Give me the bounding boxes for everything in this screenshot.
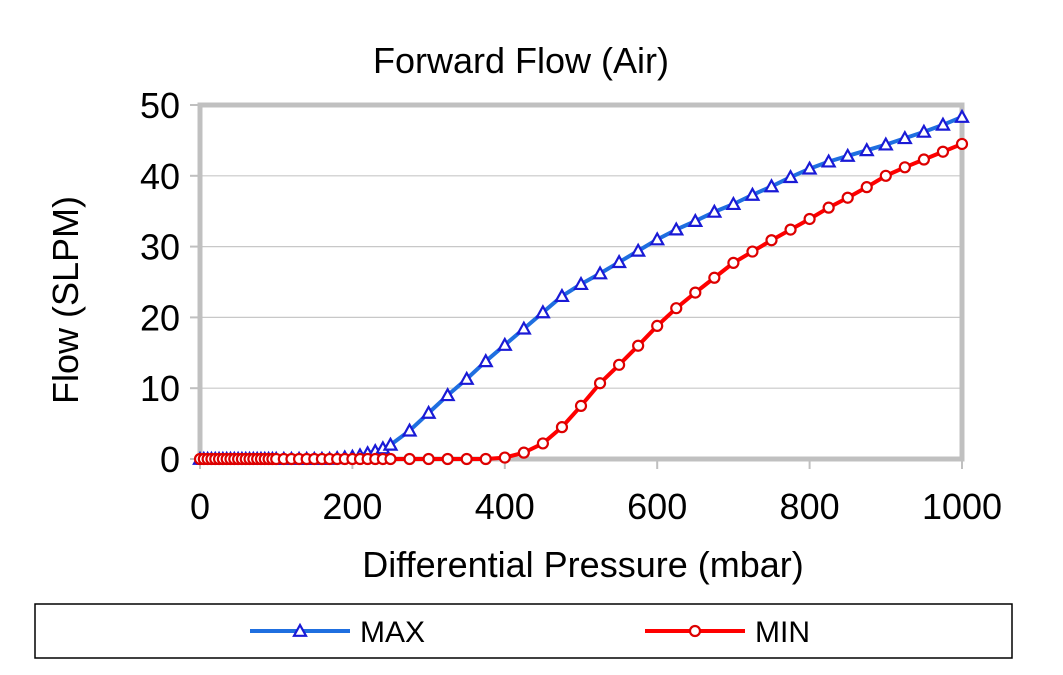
data-point-min — [574, 399, 588, 412]
y-axis-ticks: 0 10 20 30 40 50 — [140, 85, 200, 480]
y-tick-label: 50 — [140, 85, 180, 126]
data-point-max — [916, 123, 932, 138]
data-point-min — [822, 201, 835, 214]
data-point-min — [727, 256, 740, 269]
x-tick-label: 0 — [190, 486, 210, 527]
data-point-min — [460, 452, 473, 466]
data-point-max — [573, 275, 589, 291]
data-point-max — [649, 231, 666, 246]
data-point-max — [839, 147, 856, 162]
legend-box — [34, 603, 1013, 659]
data-point-min — [632, 339, 645, 352]
y-tick-label: 20 — [140, 297, 180, 338]
data-point-min — [860, 181, 873, 194]
data-point-min — [612, 358, 626, 371]
data-point-min — [517, 446, 530, 459]
data-point-max — [820, 153, 837, 168]
legend-item-max: MAX — [250, 616, 425, 649]
data-point-max — [782, 168, 799, 184]
data-point-min — [536, 437, 550, 450]
data-point-max — [611, 253, 627, 269]
data-point-max — [439, 387, 456, 402]
data-point-min — [670, 302, 683, 315]
data-point-max — [706, 203, 723, 218]
x-tick-label: 200 — [322, 486, 382, 527]
data-point-max — [858, 142, 875, 157]
legend-swatch-marker — [688, 624, 702, 638]
data-point-min — [803, 212, 816, 226]
x-tick-label: 600 — [627, 486, 687, 527]
legend-label: MIN — [755, 616, 810, 649]
data-point-max — [744, 186, 761, 201]
data-point-min — [593, 377, 607, 390]
y-axis-label: Flow (SLPM) — [45, 196, 86, 404]
data-point-max — [382, 436, 399, 451]
data-point-min — [746, 245, 759, 258]
data-point-min — [708, 271, 721, 284]
data-point-min — [955, 137, 969, 151]
data-point-max — [515, 320, 532, 335]
data-point-min — [555, 421, 569, 434]
y-tick-label: 10 — [140, 368, 180, 409]
data-point-min — [498, 451, 511, 464]
legend-swatch-marker — [292, 622, 308, 637]
data-point-max — [496, 336, 513, 351]
data-point-max — [801, 160, 818, 175]
data-point-min — [784, 223, 797, 236]
x-tick-label: 1000 — [922, 486, 1002, 527]
data-point-max — [954, 108, 970, 123]
gridlines — [200, 175, 962, 389]
data-point-max — [763, 178, 780, 193]
legend: MAX MIN — [34, 603, 1013, 659]
data-point-min — [479, 452, 492, 466]
legend-item-min: MIN — [645, 616, 810, 649]
data-point-max — [554, 287, 570, 303]
data-point-max — [668, 221, 685, 236]
x-axis-label: Differential Pressure (mbar) — [362, 544, 803, 585]
data-point-min — [936, 145, 950, 158]
x-tick-label: 800 — [780, 486, 840, 527]
series-layer — [192, 108, 970, 466]
data-point-min — [841, 191, 854, 204]
y-tick-label: 0 — [160, 439, 180, 480]
y-tick-label: 40 — [140, 156, 180, 197]
data-point-min — [765, 234, 778, 247]
data-point-max — [592, 265, 608, 280]
plot-area-frame — [197, 102, 965, 462]
chart-title: Forward Flow (Air) — [373, 40, 669, 81]
data-point-min — [651, 319, 664, 332]
data-point-min — [898, 161, 911, 174]
series-min — [193, 137, 969, 466]
data-point-max — [420, 404, 437, 419]
data-point-max — [535, 304, 551, 319]
data-point-max — [458, 370, 475, 385]
data-point-min — [689, 286, 702, 299]
data-point-max — [630, 242, 647, 257]
data-point-min — [384, 452, 397, 466]
data-point-max — [477, 353, 494, 368]
data-point-max — [935, 116, 951, 131]
data-point-max — [725, 195, 742, 211]
legend-label: MAX — [360, 616, 425, 649]
data-point-max — [687, 212, 704, 228]
data-point-max — [896, 130, 913, 145]
data-point-min — [441, 452, 454, 466]
y-tick-label: 30 — [140, 227, 180, 268]
data-point-max — [877, 136, 894, 151]
data-point-min — [879, 169, 892, 182]
data-point-min — [917, 153, 931, 166]
x-tick-label: 400 — [475, 486, 535, 527]
data-point-min — [422, 452, 435, 466]
data-point-max — [401, 422, 418, 437]
data-point-min — [403, 452, 416, 466]
x-axis-ticks: 0 200 400 600 800 1000 — [190, 459, 1002, 527]
